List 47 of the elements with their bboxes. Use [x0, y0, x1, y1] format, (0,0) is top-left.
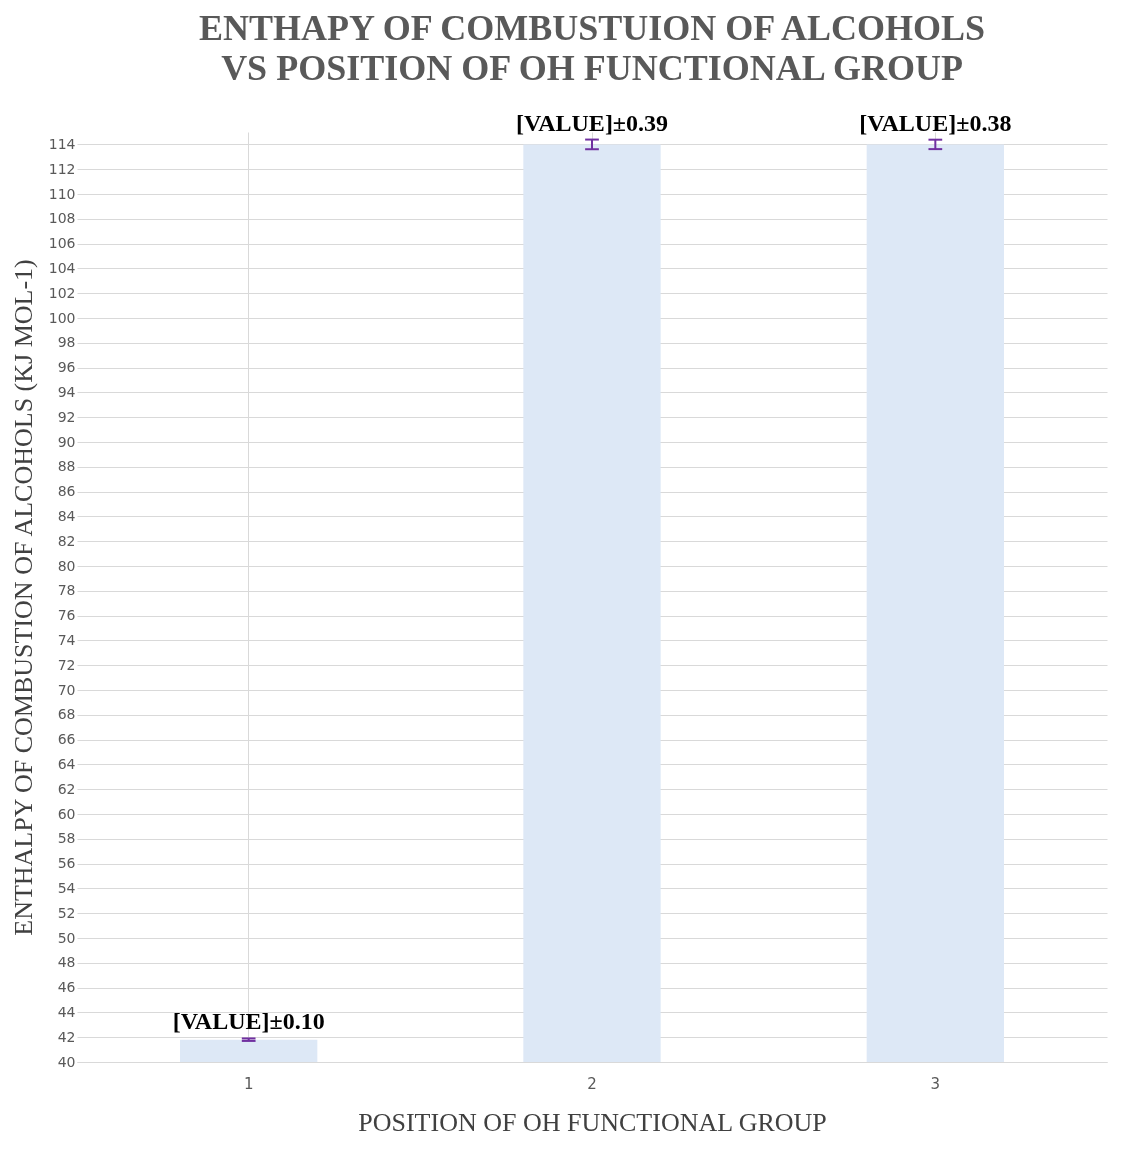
y-tick-label: 60 [57, 805, 76, 822]
y-tick-label: 48 [57, 954, 76, 971]
y-tick-label: 84 [57, 507, 76, 524]
y-tick-label: 72 [57, 656, 76, 673]
y-tick-label: 90 [57, 433, 76, 450]
y-tick-label: 50 [57, 929, 76, 946]
y-tick-label: 86 [57, 483, 76, 500]
y-tick-label: 80 [57, 557, 76, 574]
x-tick-label: 3 [930, 1074, 941, 1093]
y-tick-label: 106 [48, 235, 76, 252]
y-tick-label: 76 [57, 607, 76, 624]
y-tick-label: 92 [57, 408, 76, 425]
chart-title: ENTHAPY OF COMBUSTUION OF ALCOHOLS VS POSITION OF OH FUNCTIONAL GROUP [198, 7, 986, 88]
y-tick-label: 114 [48, 135, 76, 152]
y-tick-label: 58 [57, 830, 76, 847]
y-tick-label: 68 [57, 706, 76, 723]
annotation: [VALUE]±0.38 [859, 109, 1012, 136]
y-tick-label: 66 [57, 731, 76, 748]
y-tick-label: 40 [57, 1053, 76, 1070]
y-axis-title: ENTHALPY OF COMBUSTION OF ALCOHOLS (KJ MOL-1) [8, 259, 38, 936]
y-tick-label: 98 [57, 334, 76, 351]
y-tick-label: 42 [57, 1028, 76, 1045]
x-axis-title: POSITION OF OH FUNCTIONAL GROUP [358, 1107, 827, 1137]
y-tick-label: 102 [48, 284, 76, 301]
y-tick-label: 104 [48, 259, 76, 276]
y-tick-label: 82 [57, 532, 76, 549]
y-tick-label: 46 [57, 979, 76, 996]
y-tick-label: 64 [57, 755, 76, 772]
y-tick-label: 56 [57, 855, 76, 872]
y-tick-label: 100 [48, 309, 76, 326]
y-tick-label: 44 [57, 1003, 76, 1020]
y-tick-label: 110 [48, 185, 76, 202]
y-tick-label: 78 [57, 582, 76, 599]
y-tick-label: 52 [57, 904, 76, 921]
x-tick-label: 1 [243, 1074, 254, 1093]
y-tick-label: 96 [57, 359, 76, 376]
y-tick-label: 112 [48, 160, 76, 177]
y-tick-label: 108 [48, 210, 76, 227]
y-tick-label: 74 [57, 631, 76, 648]
annotation: [VALUE]±0.39 [515, 109, 669, 136]
x-tick-label: 2 [587, 1074, 597, 1093]
y-tick-label: 88 [57, 458, 76, 475]
y-tick-label: 70 [57, 681, 76, 698]
y-tick-label: 62 [57, 780, 76, 797]
annotation: [VALUE]±0.10 [172, 1008, 325, 1035]
y-tick-label: 54 [57, 879, 76, 896]
y-tick-label: 94 [57, 383, 76, 400]
